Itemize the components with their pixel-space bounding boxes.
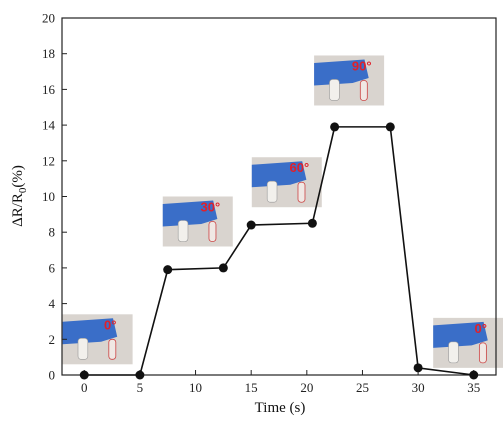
y-tick-label: 0 <box>49 368 56 383</box>
sensor-shape <box>177 220 189 242</box>
photo-inset: 90° <box>314 55 385 106</box>
y-tick-label: 10 <box>42 189 55 204</box>
angle-label: 60° <box>290 160 310 175</box>
y-tick-label: 14 <box>42 118 56 133</box>
y-axis-title-sub: 0 <box>17 187 29 193</box>
y-tick-label: 8 <box>49 225 56 240</box>
sensor-shape <box>208 221 217 242</box>
sensor-shape <box>478 342 487 364</box>
photo-insets: 0° 30° 60° 90° 0° <box>62 55 503 368</box>
data-point <box>246 220 256 230</box>
x-tick-label: 10 <box>189 380 202 395</box>
y-tick-label: 18 <box>42 46 55 61</box>
y-tick-label: 12 <box>42 153 55 168</box>
glove-shape <box>251 161 307 188</box>
photo-inset: 30° <box>162 196 233 247</box>
series-line <box>84 126 474 376</box>
angle-label: 0° <box>475 321 487 336</box>
data-point <box>413 363 423 373</box>
data-point <box>307 218 317 228</box>
data-point <box>163 265 173 275</box>
data-series <box>79 122 479 380</box>
photo-inset: 0° <box>62 314 133 365</box>
y-tick-label: 4 <box>49 296 56 311</box>
glove-shape <box>62 318 118 345</box>
x-tick-label: 30 <box>412 380 425 395</box>
y-axis-title-main: ΔR/R <box>10 193 26 227</box>
data-point <box>385 122 395 132</box>
data-point <box>330 122 340 132</box>
y-tick-label: 6 <box>49 260 56 275</box>
angle-label: 30° <box>201 199 221 214</box>
glove-shape <box>433 321 488 348</box>
sensor-shape <box>77 337 89 360</box>
y-axis-title: ΔR/R0(%) <box>10 165 29 227</box>
y-tick-label: 16 <box>42 82 56 97</box>
sensor-shape <box>108 338 117 360</box>
data-point <box>135 370 145 380</box>
x-tick-label: 0 <box>81 380 88 395</box>
x-tick-label: 15 <box>245 380 258 395</box>
axes: 0 5 10 15 20 25 30 35 0 2 4 6 8 10 12 14 16 18 20 <box>42 11 497 395</box>
x-tick-label: 25 <box>356 380 369 395</box>
y-tick-label: 2 <box>49 332 56 347</box>
angle-label: 0° <box>104 317 116 332</box>
x-tick-label: 35 <box>467 380 480 395</box>
sensor-shape <box>359 80 368 101</box>
sensor-shape <box>448 341 459 364</box>
y-axis-title-unit: (%) <box>10 165 26 188</box>
sensor-shape <box>297 181 306 203</box>
data-point <box>218 263 228 273</box>
angle-label: 90° <box>352 58 372 73</box>
y-tick-label: 20 <box>42 11 55 26</box>
glove-shape <box>162 200 218 227</box>
photo-inset: 0° <box>433 317 503 368</box>
x-tick-label: 20 <box>300 380 313 395</box>
x-axis-title: Time (s) <box>255 400 306 416</box>
glove-shape <box>314 59 369 86</box>
sensor-shape <box>266 180 278 203</box>
data-point <box>469 370 479 380</box>
x-tick-label: 5 <box>137 380 144 395</box>
photo-inset: 60° <box>251 157 322 208</box>
data-point <box>79 370 89 380</box>
sensor-shape <box>329 79 340 101</box>
